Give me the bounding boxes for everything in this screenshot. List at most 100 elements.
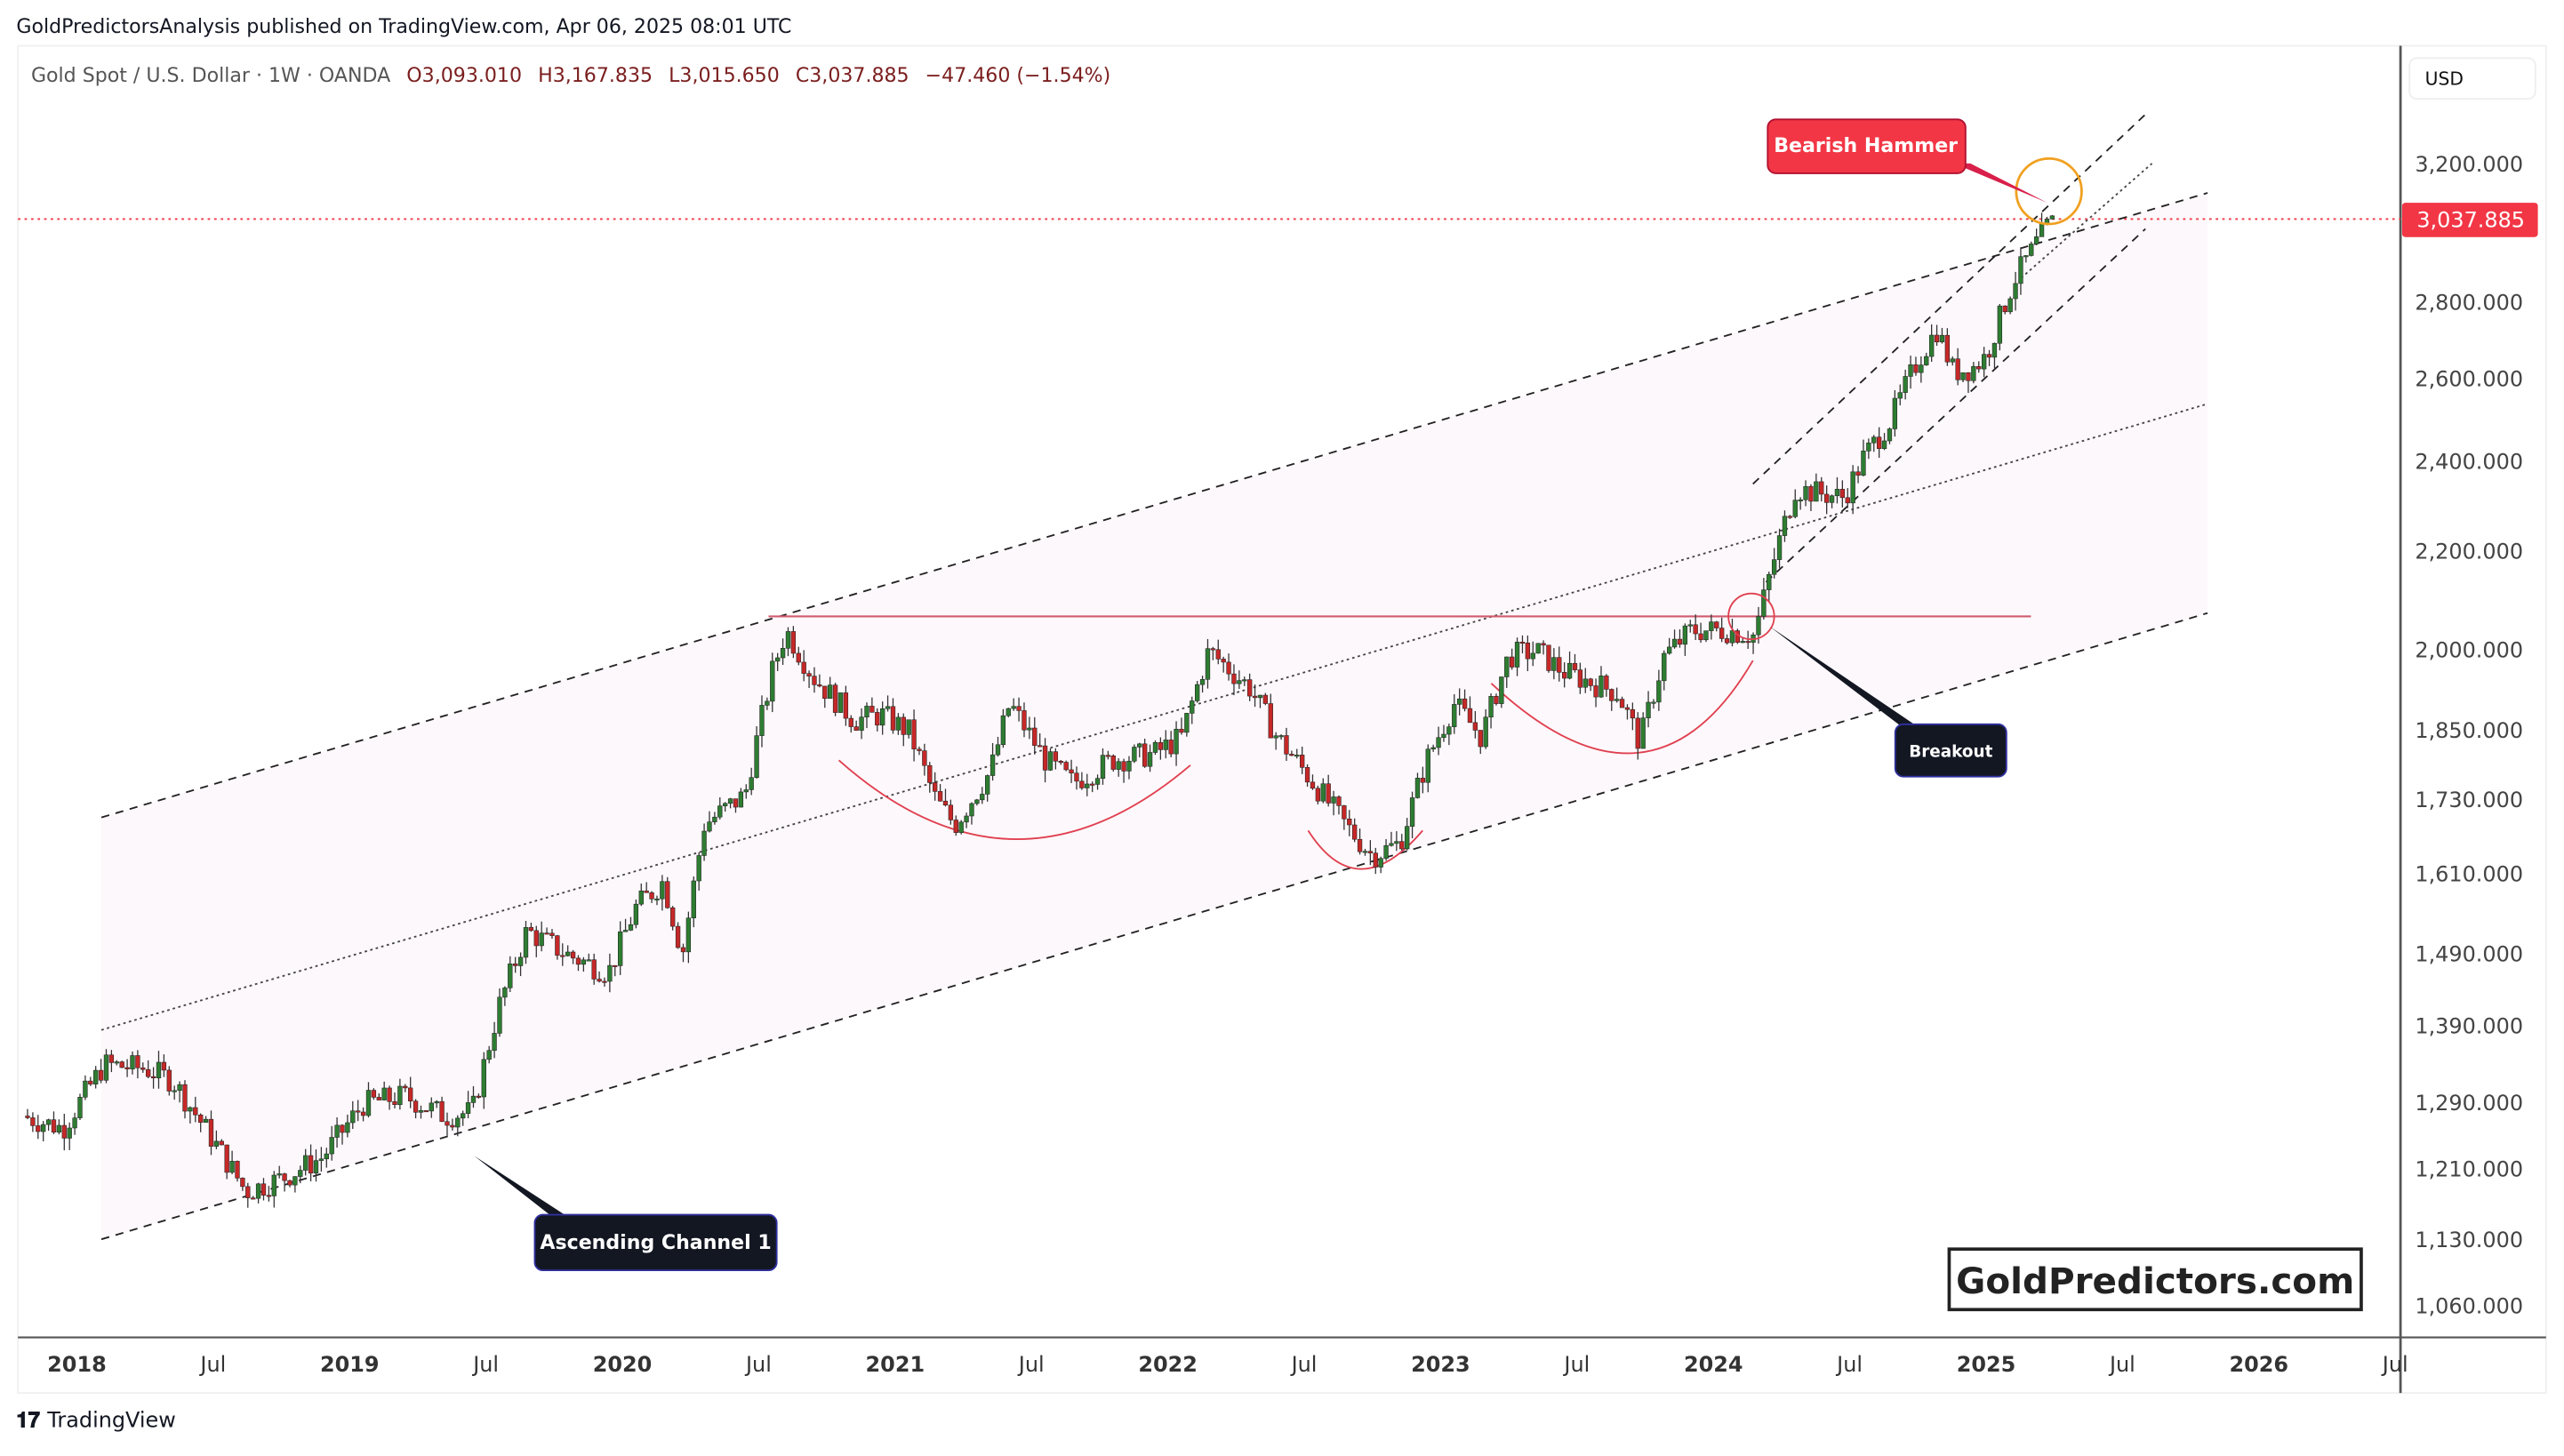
candle-up	[1924, 356, 1929, 365]
channel-label: Ascending Channel 1	[540, 1232, 771, 1254]
candle-down	[392, 1101, 397, 1106]
candle-up	[1598, 676, 1604, 698]
candle-up	[2033, 236, 2039, 244]
channel-lower-line[interactable]	[100, 612, 2208, 1241]
candle-up	[1278, 735, 1284, 738]
candle-up	[103, 1054, 109, 1081]
candle-up	[1147, 752, 1153, 767]
candle-up	[607, 964, 613, 982]
candle-up	[213, 1140, 220, 1147]
candle-down	[869, 706, 875, 713]
candle-down	[235, 1161, 240, 1179]
candle-down	[1546, 644, 1551, 671]
candle-up	[1242, 679, 1247, 682]
price-axis[interactable]: 1,060.000 1,130.000 1,210.000 1,290.000 1,39…	[2415, 152, 2523, 1318]
candle-up	[1614, 699, 1620, 701]
candle-down	[942, 800, 949, 806]
candle-down	[1210, 648, 1216, 651]
candle-down	[933, 782, 938, 792]
candle-up	[2023, 255, 2029, 258]
candle-up	[1389, 843, 1394, 846]
candle-up	[1320, 783, 1326, 802]
candle-down	[308, 1155, 314, 1174]
x-tick-label: Jul	[471, 1352, 499, 1377]
channel-label-box[interactable]	[533, 1213, 778, 1272]
candle-up	[45, 1119, 52, 1125]
candle-down	[1315, 788, 1321, 802]
open-value: O3,093.010	[406, 63, 523, 87]
candle-up	[712, 816, 717, 822]
candle-up	[1273, 735, 1278, 739]
candle-up	[1671, 638, 1678, 648]
bearish-hammer-label-box[interactable]	[1767, 118, 1967, 174]
candle-up	[1682, 625, 1688, 645]
candle-up	[156, 1061, 162, 1078]
candle-up	[465, 1102, 471, 1114]
y-tick-label: 3,200.000	[2415, 152, 2523, 177]
tradingview-logo[interactable]: 𝟏𝟕 TradingView	[16, 1409, 176, 1435]
candle-up	[1662, 652, 1667, 682]
candle-up	[1126, 761, 1132, 772]
candle-down	[875, 712, 880, 726]
inner-channel-upper[interactable]	[1752, 114, 2146, 485]
tradingview-label: TradingView	[47, 1409, 176, 1435]
candle-up	[67, 1127, 72, 1139]
candle-down	[1262, 694, 1269, 704]
candle-down	[832, 684, 838, 713]
candle-up	[1436, 737, 1441, 748]
candle-up	[1897, 392, 1903, 399]
candle-down	[356, 1110, 361, 1113]
candle-up	[628, 924, 634, 931]
candle-down	[1158, 741, 1164, 750]
symbol-name[interactable]: Gold Spot / U.S. Dollar · 1W · OANDA	[30, 63, 391, 87]
candle-down	[853, 726, 859, 731]
candle-down	[1845, 497, 1850, 504]
candle-down	[1367, 851, 1374, 853]
y-tick-label: 1,210.000	[2415, 1157, 2523, 1182]
candle-up	[880, 708, 885, 726]
candle-up	[271, 1174, 276, 1196]
candle-up	[1174, 728, 1179, 755]
candle-up	[1919, 364, 1924, 373]
candle-down	[801, 661, 806, 674]
candle-up	[229, 1161, 235, 1173]
candle-up	[1483, 716, 1488, 748]
x-tick-label: 2019	[320, 1352, 380, 1377]
inner-channel-mid[interactable]	[2020, 163, 2153, 279]
candle-up	[177, 1084, 182, 1092]
candle-down	[1955, 358, 1960, 380]
x-tick-label: Jul	[2108, 1352, 2135, 1377]
y-tick-label: 2,800.000	[2415, 290, 2523, 315]
candle-down	[282, 1173, 287, 1181]
candle-down	[1819, 481, 1824, 495]
candle-down	[1179, 728, 1184, 733]
candle-up	[2039, 222, 2045, 237]
candle-up	[985, 775, 990, 795]
x-tick-label: 2022	[1138, 1352, 1198, 1377]
time-axis[interactable]: 2018 Jul 2019 Jul 2020 Jul 2021 Jul 2022 Jul 2023 J…	[47, 1352, 2408, 1377]
candle-down	[953, 820, 958, 833]
candle-up	[1514, 642, 1520, 668]
candle-down	[1855, 471, 1861, 476]
candle-down	[1572, 662, 1578, 670]
candle-down	[1231, 673, 1237, 684]
currency-selector[interactable]: USD	[2408, 57, 2536, 100]
x-tick-label: 2020	[593, 1352, 653, 1377]
inner-channel-lower[interactable]	[1765, 228, 2146, 583]
candle-up	[1027, 727, 1032, 731]
candle-up	[969, 803, 974, 817]
channel-upper-line[interactable]	[100, 192, 2208, 819]
candle-down	[1462, 698, 1468, 709]
candle-up	[470, 1095, 477, 1103]
candle-down	[1336, 796, 1342, 806]
breakout-label-box[interactable]	[1894, 723, 2007, 778]
candle-up	[906, 719, 911, 735]
candle-down	[1913, 364, 1919, 373]
candle-up	[1771, 559, 1777, 575]
candle-up	[859, 716, 864, 731]
candle-down	[51, 1119, 57, 1133]
candle-down	[1588, 678, 1593, 686]
candle-down	[602, 980, 607, 983]
candle-up	[492, 1033, 497, 1051]
